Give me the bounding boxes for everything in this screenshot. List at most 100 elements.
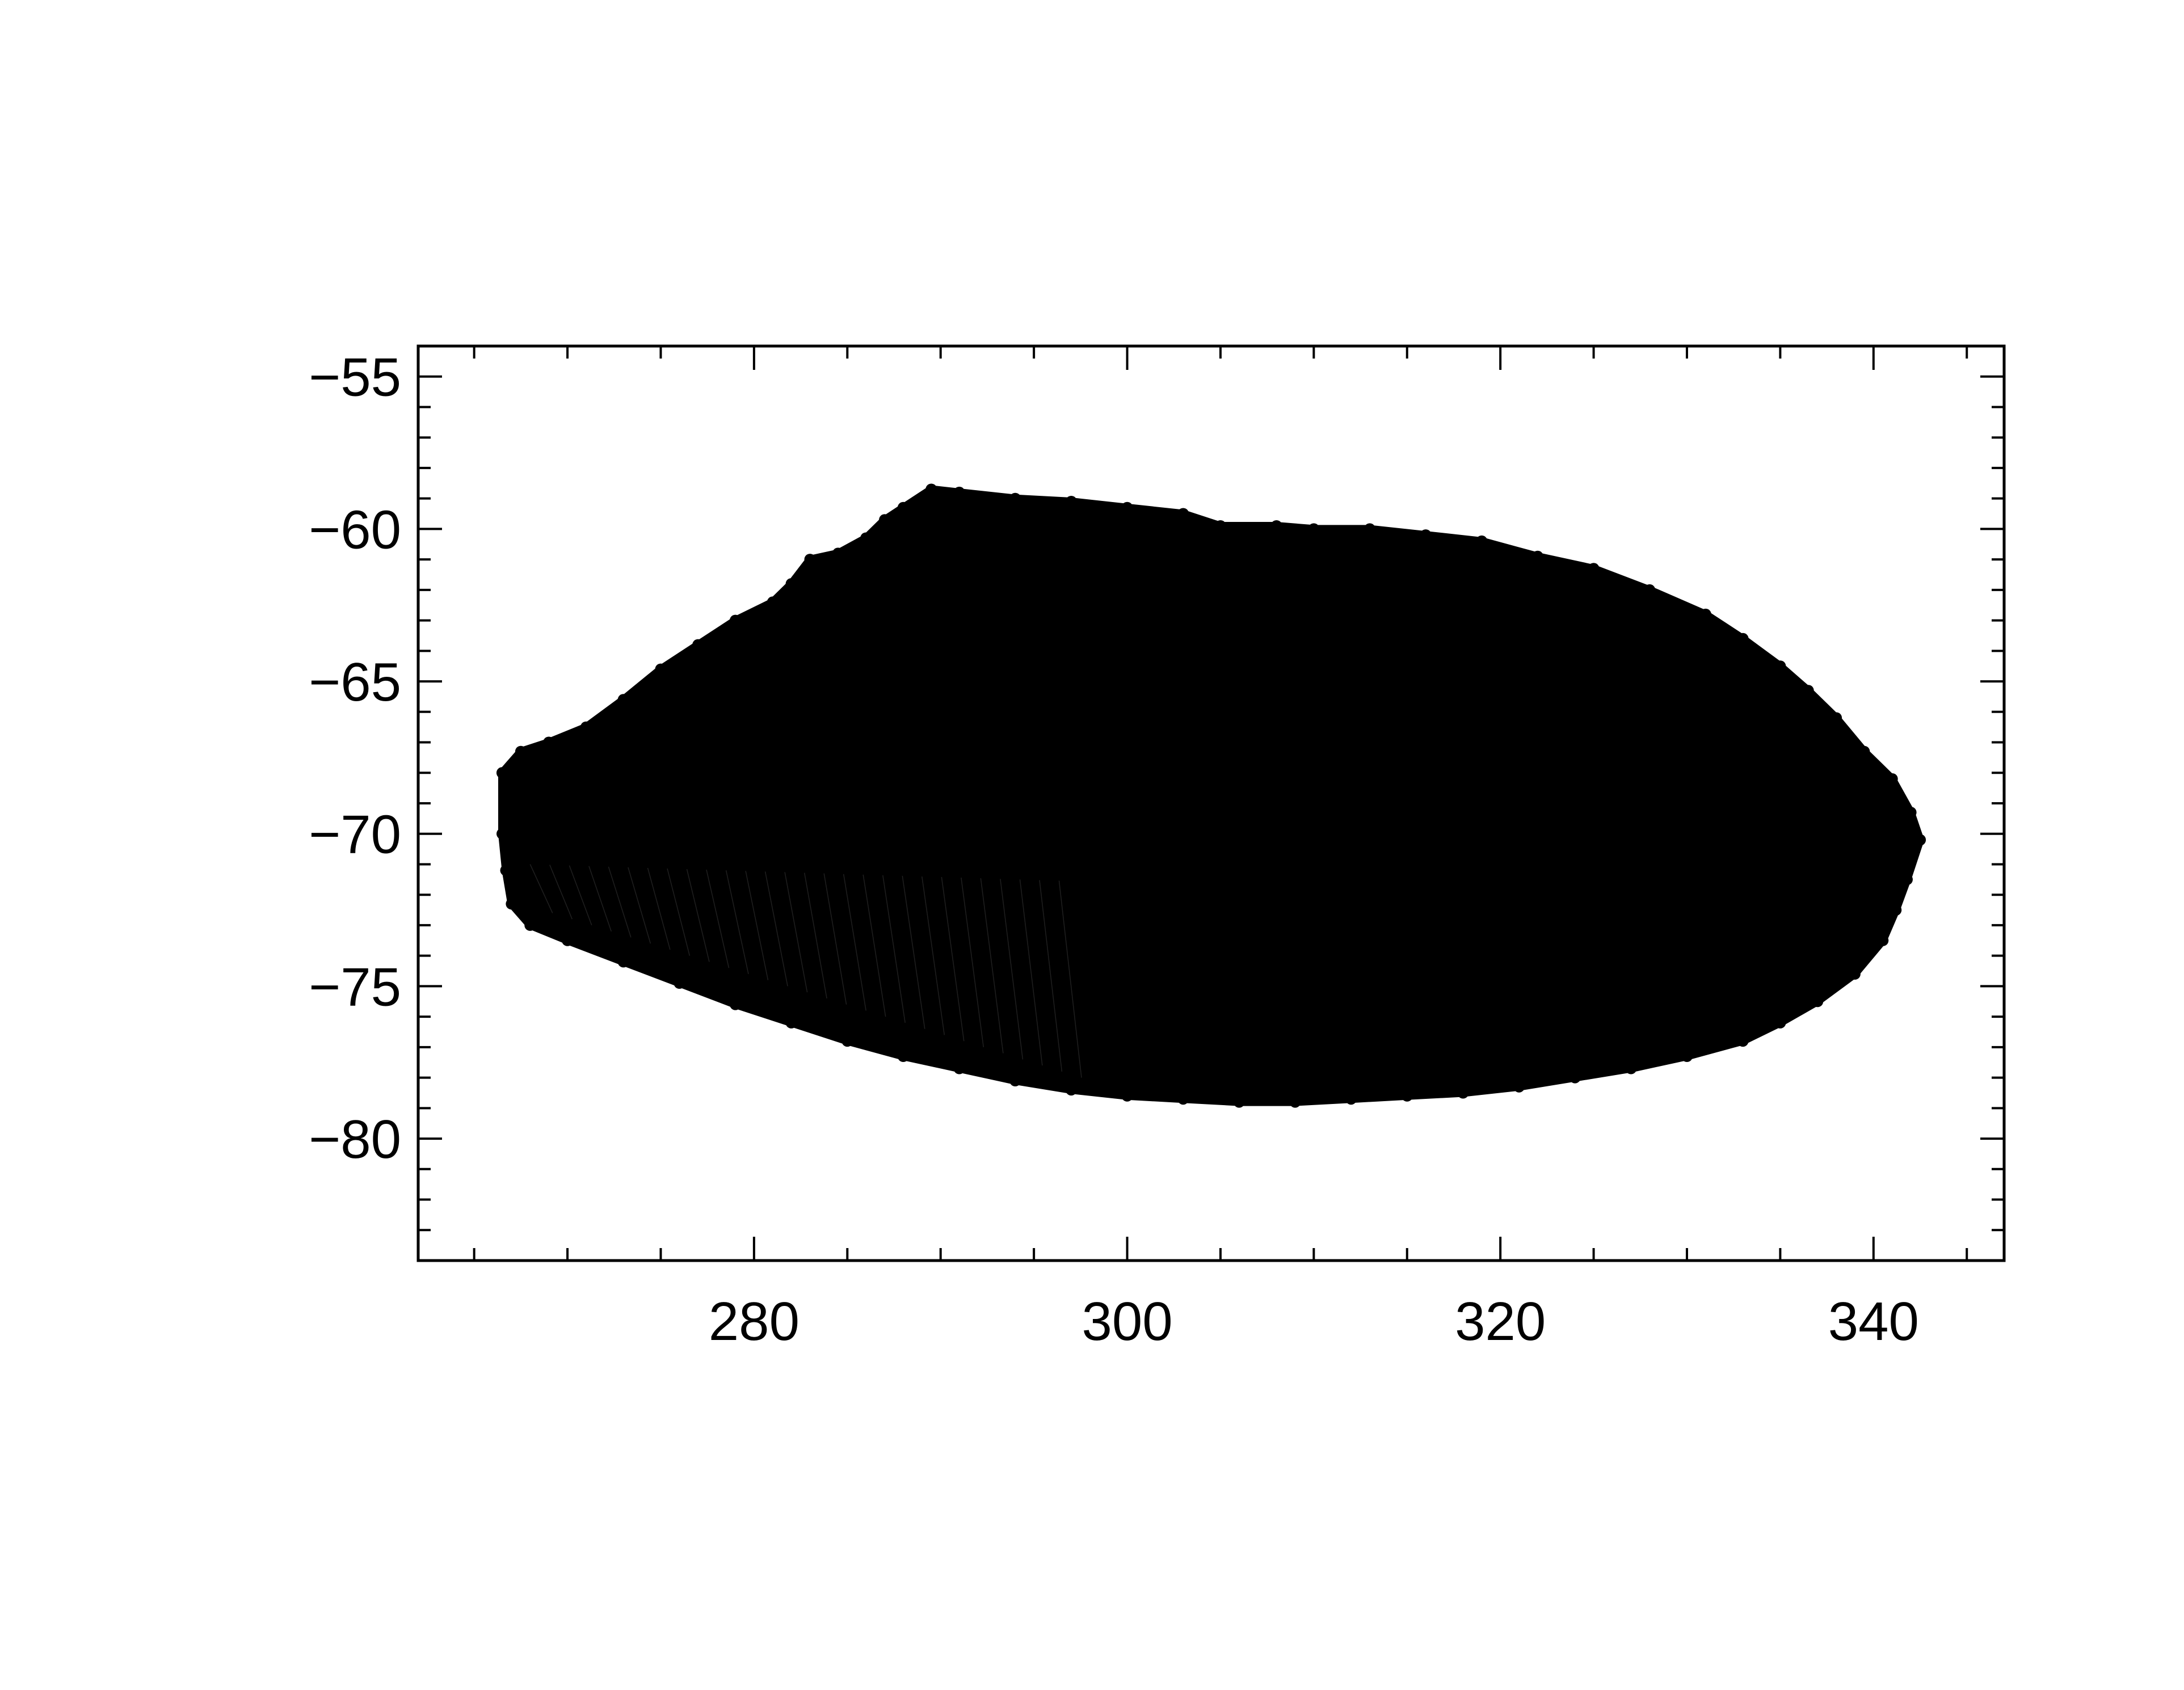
data-point (1364, 523, 1375, 535)
data-point (860, 532, 872, 544)
data-point (785, 578, 797, 590)
data-point (506, 898, 517, 910)
data-point (1569, 1072, 1581, 1084)
y-tick-label: −65 (309, 652, 401, 713)
data-point (1457, 1087, 1469, 1099)
data-stripe (725, 870, 749, 975)
data-stripe (1039, 880, 1063, 1072)
data-point (1737, 1035, 1749, 1047)
data-point (1233, 1096, 1245, 1108)
data-stripe (569, 865, 592, 926)
data-point (879, 514, 891, 526)
data-layer (496, 483, 1926, 1108)
data-stripe (823, 873, 847, 1005)
x-tick-label: 280 (709, 1291, 799, 1352)
data-point (953, 486, 965, 498)
data-stripe (529, 864, 553, 913)
data-point (730, 998, 741, 1010)
data-stripe (1058, 880, 1082, 1078)
data-point (1420, 529, 1432, 541)
data-stripe (803, 873, 827, 999)
y-tick-label: −70 (309, 804, 401, 865)
data-point (1121, 1090, 1133, 1102)
data-point (543, 736, 555, 748)
data-stripe (667, 868, 691, 956)
data-point (953, 1063, 965, 1074)
data-point (692, 639, 704, 651)
data-point (1588, 563, 1600, 575)
data-stripe (686, 869, 710, 962)
data-point (580, 721, 592, 733)
data-point (1914, 834, 1926, 846)
x-tick-label: 340 (1828, 1291, 1919, 1352)
data-point (785, 1017, 797, 1029)
data-point (1214, 520, 1226, 532)
data-stripe (921, 876, 945, 1035)
data-stripe (628, 867, 651, 944)
data-point (1644, 584, 1656, 596)
data-point (1849, 968, 1861, 980)
data-stripe (882, 875, 906, 1023)
data-point (1401, 1090, 1413, 1102)
label-layer: 280 300 320 340 −55 −60 −65 −70 −75 −80 (309, 347, 1919, 1352)
data-point (1905, 807, 1917, 819)
data-point (897, 1051, 909, 1062)
data-point (1681, 1051, 1693, 1062)
y-tick-label: −75 (309, 956, 401, 1017)
data-stripe (961, 878, 984, 1047)
data-point (496, 828, 508, 840)
data-stripe (843, 874, 866, 1011)
x-tick-label: 300 (1082, 1291, 1172, 1352)
data-point (500, 865, 512, 876)
data-point (1345, 1093, 1357, 1105)
data-stripe (764, 871, 788, 987)
data-point (1531, 550, 1543, 562)
data-point (1270, 520, 1282, 532)
data-point (897, 501, 909, 513)
data-stripe (706, 869, 730, 968)
data-stripe (745, 871, 769, 980)
data-stripe (862, 874, 886, 1017)
data-point (1890, 904, 1902, 916)
data-point (1774, 1017, 1786, 1029)
data-point (515, 745, 527, 757)
data-stripe (980, 878, 1004, 1053)
data-point (1121, 501, 1133, 513)
data-point (496, 767, 508, 779)
x-tick-label: 320 (1455, 1291, 1546, 1352)
data-point (1177, 1093, 1189, 1105)
plot-frame (416, 344, 2006, 1262)
data-point (1830, 712, 1842, 724)
y-tick-label: −60 (309, 499, 401, 560)
data-point (1886, 773, 1898, 785)
data-point (1877, 934, 1889, 946)
data-point (1065, 496, 1077, 507)
data-point (1513, 1081, 1525, 1093)
data-stripe (784, 872, 808, 993)
y-tick-label: −55 (309, 347, 401, 408)
data-stripe (1019, 879, 1043, 1066)
data-point (767, 596, 779, 608)
data-point (804, 554, 816, 566)
data-point (1774, 660, 1786, 672)
hatch-layer (529, 864, 1082, 1078)
data-point (524, 919, 536, 931)
y-tick-label: −80 (309, 1109, 401, 1170)
data-point (617, 694, 629, 706)
data-point (1901, 874, 1913, 886)
data-point (1802, 685, 1814, 697)
data-point (1737, 633, 1749, 644)
data-point (1625, 1063, 1637, 1074)
data-stripe (608, 866, 632, 938)
data-point (730, 614, 741, 626)
data-point (1065, 1084, 1077, 1096)
data-point (1009, 1075, 1021, 1086)
data-point (1177, 508, 1189, 520)
data-point (674, 977, 685, 989)
data-stripe (647, 867, 671, 950)
data-point (1308, 523, 1320, 535)
data-point (562, 934, 574, 946)
data-point (1699, 608, 1711, 620)
data-stripe (941, 876, 965, 1042)
